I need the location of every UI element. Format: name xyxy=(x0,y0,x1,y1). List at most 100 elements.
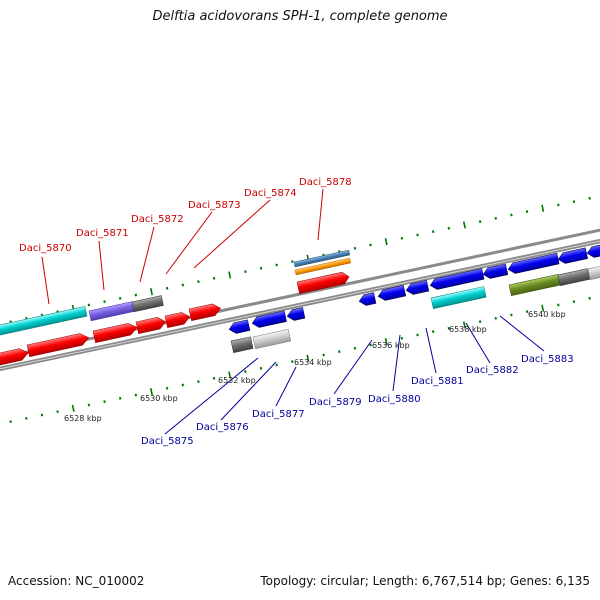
gene-label-daci-5876: Daci_5876 xyxy=(196,422,249,433)
gene-label-daci-5883: Daci_5883 xyxy=(521,354,574,365)
ruler-major-tick xyxy=(462,221,466,229)
ruler-dot xyxy=(572,200,576,203)
ruler-dot xyxy=(244,370,247,374)
gene-label-daci-5881: Daci_5881 xyxy=(411,376,464,387)
ruler-dot xyxy=(212,376,216,380)
genome-summary-text: Topology: circular; Length: 6,767,514 bp… xyxy=(260,574,590,588)
ruler-dot xyxy=(588,196,591,200)
ruler-dot xyxy=(134,293,138,297)
ruler-dot xyxy=(87,403,91,407)
ruler-dot xyxy=(494,216,497,220)
ruler-dot xyxy=(447,326,451,330)
forward-gene-labels: Daci_5870 Daci_5871 Daci_5872 Daci_5873 … xyxy=(19,177,352,254)
ruler-major-tick xyxy=(541,204,545,212)
ruler-dot xyxy=(478,220,482,223)
gene-feature-gray xyxy=(131,295,164,313)
ruler-dot xyxy=(557,303,560,307)
ruler-dot xyxy=(181,383,185,387)
gene-arrow-red xyxy=(164,312,191,329)
gene-arrow-blue xyxy=(507,252,560,274)
gene-label-daci-5874: Daci_5874 xyxy=(244,188,297,199)
backbone xyxy=(0,228,600,372)
gene-feature-olive xyxy=(508,274,561,297)
gene-label-daci-5879: Daci_5879 xyxy=(309,397,362,408)
ruler-dot xyxy=(165,386,169,390)
ruler-major-tick xyxy=(228,371,232,379)
gene-arrow-blue xyxy=(429,268,485,290)
gene-feature-cyan xyxy=(430,286,487,310)
gene-feature-lightgray xyxy=(587,264,600,281)
ruler-dot xyxy=(400,236,404,240)
gene-arrow-red xyxy=(135,317,166,335)
ruler-major-tick xyxy=(71,404,75,412)
gene-arrow-red xyxy=(296,271,350,295)
ruler-dot xyxy=(212,276,216,280)
ruler-dot xyxy=(291,260,294,264)
ruler-dot xyxy=(416,233,419,237)
ruler-dot xyxy=(181,283,185,287)
gene-feature-darkgray xyxy=(230,336,254,354)
ruler-dot xyxy=(197,380,200,384)
ruler-dot xyxy=(291,360,294,364)
reverse-leader-lines xyxy=(164,315,545,435)
ruler-dot xyxy=(25,416,28,420)
ruler-major-tick xyxy=(149,288,153,296)
ruler-label-6528: 6528 kbp xyxy=(64,414,102,423)
reverse-genes xyxy=(228,242,600,354)
ruler-label-6540: 6540 kbp xyxy=(528,310,566,319)
ruler-dot xyxy=(197,280,200,284)
ruler-dot xyxy=(416,333,419,337)
gene-label-daci-5872: Daci_5872 xyxy=(131,214,184,225)
ruler-dot xyxy=(557,203,560,207)
ruler-dot xyxy=(572,300,576,303)
gene-arrow-blue xyxy=(586,242,600,258)
ruler-dot xyxy=(87,303,91,307)
ruler-dot xyxy=(275,363,278,367)
ruler-dot xyxy=(525,310,529,313)
ruler-label-6530: 6530 kbp xyxy=(140,394,178,403)
gene-label-daci-5878: Daci_5878 xyxy=(299,177,352,188)
ruler-labels: 6528 kbp 6530 kbp 6532 kbp 6534 kbp 6536… xyxy=(64,310,566,423)
lower-ruler xyxy=(9,296,591,424)
ruler-dot xyxy=(259,266,263,270)
ruler-dot xyxy=(353,246,357,250)
forward-genes xyxy=(0,249,352,368)
gene-feature-steelblue xyxy=(293,249,351,268)
ruler-dot xyxy=(494,316,497,320)
ruler-major-tick xyxy=(149,388,153,396)
gene-arrow-blue xyxy=(228,319,251,334)
ruler-dot xyxy=(338,350,341,354)
gene-label-daci-5875: Daci_5875 xyxy=(141,436,194,447)
gene-arrow-red xyxy=(188,303,221,322)
ruler-dot xyxy=(431,330,435,334)
ruler-dot xyxy=(525,210,529,213)
gene-label-daci-5882: Daci_5882 xyxy=(466,365,519,376)
gene-feature-purple xyxy=(88,301,135,322)
ruler-major-tick xyxy=(228,271,232,279)
gene-arrow-red xyxy=(0,348,29,368)
gene-label-daci-5870: Daci_5870 xyxy=(19,243,72,254)
ruler-dot xyxy=(369,343,372,347)
ruler-dot xyxy=(118,296,122,300)
forward-leader-lines xyxy=(41,188,324,305)
ruler-major-tick xyxy=(384,338,388,346)
ruler-label-6534: 6534 kbp xyxy=(294,358,332,367)
gene-feature-orange xyxy=(294,257,352,276)
ruler-major-tick xyxy=(384,238,388,246)
gene-arrow-blue xyxy=(405,280,430,295)
ruler-dot xyxy=(369,243,372,247)
ruler-dot xyxy=(244,270,247,274)
ruler-dot xyxy=(56,410,59,414)
gene-feature-darkgray xyxy=(557,268,590,287)
gene-arrow-blue xyxy=(286,307,306,321)
ruler-label-6532: 6532 kbp xyxy=(218,376,256,385)
ruler-major-tick xyxy=(306,354,310,362)
ruler-major-tick xyxy=(462,321,466,329)
page-title: Delftia acidovorans SPH-1, complete geno… xyxy=(152,9,448,24)
gene-label-daci-5873: Daci_5873 xyxy=(188,200,241,211)
gene-feature-lightgray xyxy=(252,329,292,350)
gene-arrow-blue xyxy=(358,292,377,306)
ruler-dot xyxy=(259,366,263,370)
ruler-dot xyxy=(275,263,278,267)
